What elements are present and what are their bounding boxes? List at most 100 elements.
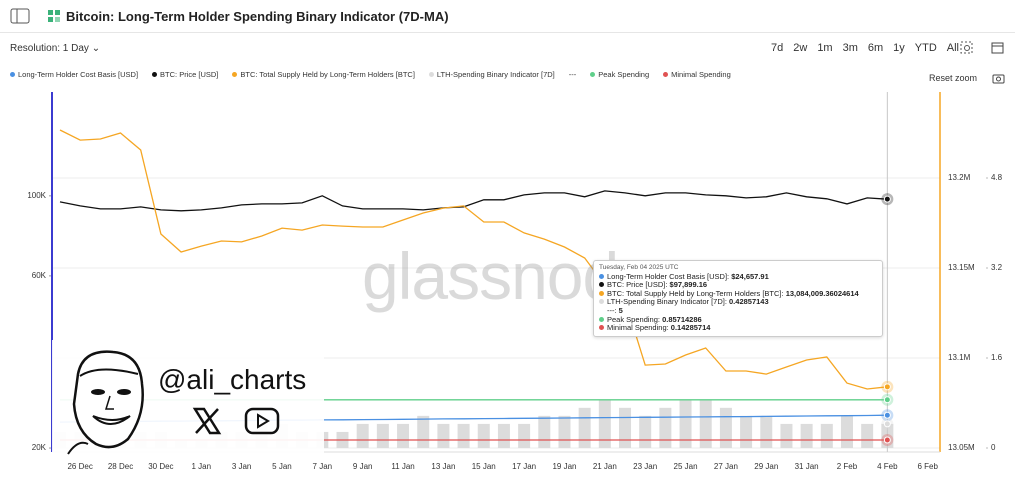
legend-label: BTC: Total Supply Held by Long-Term Hold… <box>240 70 415 79</box>
legend-item[interactable]: Peak Spending <box>590 70 649 79</box>
range-button[interactable]: 3m <box>842 42 858 54</box>
x-tick-label: 19 Jan <box>552 462 576 471</box>
bar <box>518 423 531 449</box>
bar <box>477 423 490 449</box>
bar <box>417 415 430 449</box>
resolution: Resolution: 1 Day <box>10 43 89 54</box>
bar <box>780 423 793 449</box>
bar <box>497 423 510 449</box>
tooltip-row: LTH-Spending Binary Indicator [7D]: 0.42… <box>599 298 877 307</box>
tooltip-label: Long-Term Holder Cost Basis [USD]: <box>607 271 730 281</box>
range-button[interactable]: 7d <box>771 42 784 54</box>
x-tick-label: 3 Jan <box>232 462 252 471</box>
x-tick-label: 6 Feb <box>917 462 938 471</box>
legend-item[interactable]: BTC: Total Supply Held by Long-Term Hold… <box>232 70 415 79</box>
legend-dot <box>232 72 238 77</box>
tooltip-value: $24,657.91 <box>731 271 769 281</box>
x-tick-label: 5 Jan <box>272 462 292 471</box>
tooltip-dot <box>599 308 604 313</box>
tooltip-dot <box>599 299 604 305</box>
bar <box>740 415 753 449</box>
range-button[interactable]: YTD <box>914 42 937 54</box>
bar <box>760 415 773 449</box>
legend-dot <box>152 72 158 77</box>
zoom-select[interactable] <box>960 41 974 55</box>
bar <box>699 399 712 449</box>
legend-label: BTC: Price [USD] <box>160 70 219 79</box>
tooltip-row: Peak Spending: 0.85714286 <box>599 314 877 325</box>
range-buttons: 7d 2w 1m 3m 6m 1y YTD All <box>766 42 964 54</box>
legend-separator: --- <box>568 70 577 79</box>
screenshot[interactable] <box>992 72 1006 84</box>
bar <box>619 407 632 449</box>
x-tick-label: 28 Dec <box>108 462 133 471</box>
bar <box>397 423 410 449</box>
x-tick-label: 9 Jan <box>353 462 373 471</box>
bar <box>457 423 470 449</box>
logo <box>48 10 60 22</box>
x-tick-label: 26 Dec <box>67 462 92 471</box>
tooltip-label: Peak Spending: <box>607 314 660 324</box>
legend-dot <box>663 72 669 77</box>
legend-dot <box>590 72 596 77</box>
overlay <box>52 340 324 458</box>
tooltip-row: ---: 5 <box>599 305 877 316</box>
tooltip-dot <box>599 282 604 288</box>
legend-dot <box>428 72 434 77</box>
y-tick-label: 20K <box>32 443 47 452</box>
y-tick-label: 100K <box>27 191 46 200</box>
tooltip-dot <box>599 325 604 331</box>
hover-marker <box>883 420 891 428</box>
y3-tick-label: 0 <box>991 443 996 452</box>
tooltip-row: Minimal Spending: 0.14285714 <box>599 323 877 333</box>
resolution-dropdown[interactable]: Resolution: 1 Day ⌄ <box>10 43 101 54</box>
bar <box>840 415 853 449</box>
legend-item[interactable]: Minimal Spending <box>663 70 731 79</box>
tooltip-value: 0.42857143 <box>729 297 769 307</box>
y2-tick-label: 13.1M <box>948 353 971 362</box>
bar <box>719 407 732 449</box>
x-tick-label: 29 Jan <box>754 462 778 471</box>
tooltip-value: 0.85714286 <box>662 314 702 324</box>
bar <box>356 423 369 449</box>
bar <box>376 423 389 449</box>
legend-item[interactable]: Long-Term Holder Cost Basis [USD] <box>10 70 138 79</box>
range-button[interactable]: 1m <box>817 42 833 54</box>
range-button[interactable]: All <box>946 42 960 54</box>
tooltip: Tuesday, Feb 04 2025 UTC Long-Term Holde… <box>593 260 883 337</box>
tooltip-row: Long-Term Holder Cost Basis [USD]: $24,6… <box>599 271 877 282</box>
legend-item[interactable]: BTC: Price [USD] <box>152 70 218 79</box>
tooltip-label: Minimal Spending: <box>607 323 669 333</box>
x-tick-label: 15 Jan <box>472 462 496 471</box>
legend-item[interactable]: LTH-Spending Binary Indicator [7D] <box>428 70 555 79</box>
legend-dot <box>10 72 15 77</box>
legend-label: LTH-Spending Binary Indicator [7D] <box>436 70 555 79</box>
y3-tick-label: 3.2 <box>991 263 1003 272</box>
range-button[interactable]: 2w <box>793 42 808 54</box>
reset-zoom[interactable]: Reset zoom <box>929 73 978 83</box>
legend-label: Long-Term Holder Cost Basis [USD] <box>18 70 139 79</box>
hover-marker <box>883 383 891 391</box>
y2-tick-label: 13.05M <box>948 443 975 452</box>
youtube-logo[interactable] <box>244 406 280 436</box>
tooltip-dot <box>599 290 604 296</box>
x-logo[interactable] <box>192 406 222 436</box>
range-button[interactable]: 6m <box>867 42 884 54</box>
x-tick-label: 25 Jan <box>674 462 698 471</box>
bar <box>820 423 833 449</box>
x-tick-label: 2 Feb <box>837 462 858 471</box>
title: Bitcoin: Long-Term Holder Spending Binar… <box>66 9 449 24</box>
x-tick-label: 1 Jan <box>191 462 211 471</box>
x-tick-label: 21 Jan <box>593 462 617 471</box>
bar <box>679 399 692 449</box>
calendar[interactable] <box>991 41 1005 55</box>
hover-marker <box>883 436 891 444</box>
y-tick-label: 60K <box>32 271 47 280</box>
range-button[interactable]: 1y <box>893 42 905 54</box>
tooltip-dot <box>599 273 604 279</box>
sidebar-toggle[interactable] <box>10 8 30 24</box>
x-tick-label: 31 Jan <box>795 462 819 471</box>
tooltip-label: ---: <box>607 305 617 315</box>
x-tick-label: 23 Jan <box>633 462 657 471</box>
